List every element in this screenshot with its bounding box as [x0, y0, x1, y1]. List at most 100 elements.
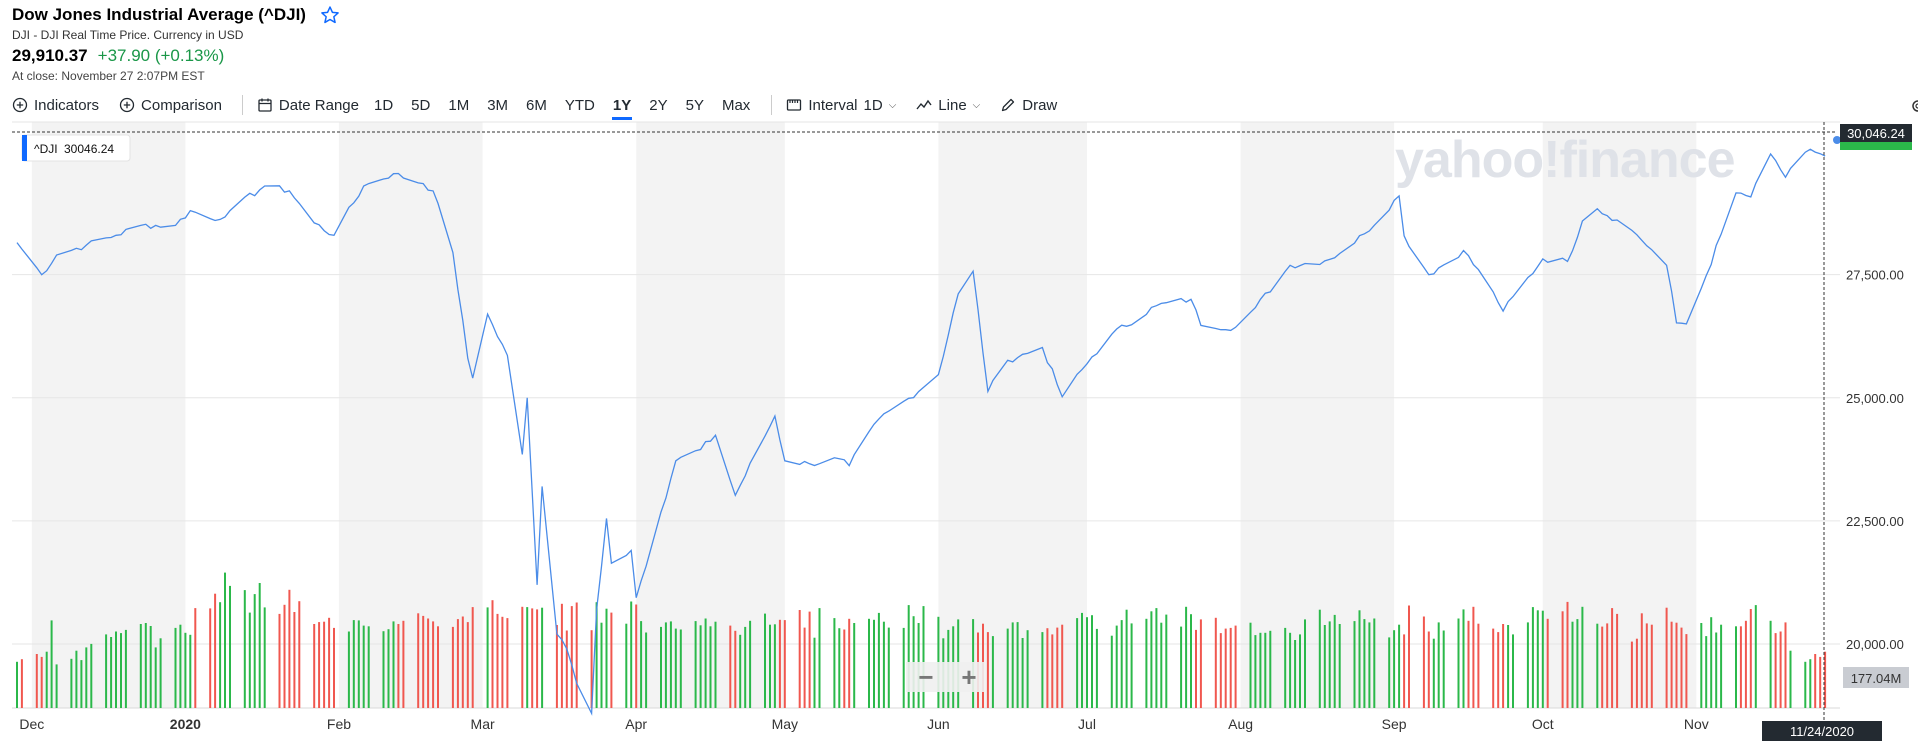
volume-bar: [154, 647, 157, 708]
yahoo-finance-watermark: yahoo!finance: [1395, 131, 1735, 189]
range-6m[interactable]: 6M: [526, 96, 547, 114]
quote-subtitle: DJI - DJI Real Time Price. Currency in U…: [12, 28, 244, 42]
volume-bar: [402, 620, 405, 708]
volume-bar: [1304, 619, 1306, 708]
volume-bar: [1358, 610, 1361, 708]
volume-bar: [1640, 613, 1643, 708]
zoom-in-button[interactable]: +: [961, 662, 976, 692]
draw-label: Draw: [1022, 96, 1058, 114]
volume-bar: [744, 626, 747, 708]
star-icon[interactable]: [320, 5, 340, 25]
volume-bar: [50, 620, 53, 708]
volume-bar: [1160, 622, 1163, 708]
volume-bar: [75, 650, 78, 708]
volume-bar: [704, 618, 707, 708]
volume-bar: [664, 622, 667, 708]
volume-bar: [486, 607, 489, 708]
gear-icon[interactable]: [1908, 97, 1918, 115]
x-tick-label: Mar: [471, 716, 495, 732]
volume-bar: [1368, 622, 1371, 708]
range-1y[interactable]: 1Y: [604, 97, 640, 120]
volume-bar: [1526, 622, 1529, 708]
volume-bar: [1531, 607, 1534, 708]
volume-bar: [991, 636, 994, 708]
volume-bar: [159, 638, 162, 708]
range-ytd[interactable]: YTD: [564, 96, 595, 114]
range-5y[interactable]: 5Y: [685, 96, 704, 114]
volume-bar: [1789, 650, 1792, 708]
x-tick-label: Sep: [1382, 716, 1407, 732]
volume-bar: [1779, 631, 1782, 708]
volume-bar: [660, 626, 662, 708]
zoom-out-button[interactable]: −: [918, 662, 933, 692]
volume-bar: [139, 624, 142, 708]
volume-bar: [1824, 651, 1827, 708]
volume-bar: [437, 626, 439, 708]
draw-button[interactable]: Draw: [1000, 97, 1057, 114]
volume-bar: [382, 631, 385, 708]
comparison-button[interactable]: Comparison: [119, 97, 222, 114]
volume-bar: [124, 629, 127, 708]
volume-bar: [1318, 609, 1321, 708]
volume-bar: [451, 626, 454, 708]
volume-bar: [1120, 620, 1123, 708]
volume-bar: [1323, 625, 1326, 708]
volume-bar: [105, 634, 108, 708]
volume-bar: [1046, 628, 1049, 708]
volume-bar: [45, 651, 48, 708]
volume-bar: [1185, 606, 1188, 708]
volume-bar: [427, 618, 430, 708]
volume-bar: [461, 616, 464, 708]
chart-type-button[interactable]: Line ⌵: [916, 97, 980, 114]
volume-bar: [1180, 626, 1183, 708]
volume-bar: [922, 606, 925, 708]
volume-bar: [1512, 634, 1514, 708]
volume-bar: [575, 602, 578, 708]
volume-bar: [1670, 621, 1673, 708]
volume-bar: [471, 607, 474, 708]
volume-bar: [293, 612, 296, 708]
volume-bar: [491, 600, 494, 708]
indicators-button[interactable]: Indicators: [12, 97, 99, 114]
volume-bar: [600, 622, 603, 708]
volume-bar: [778, 619, 781, 708]
volume-bar: [868, 618, 870, 708]
volume-bar: [764, 613, 766, 708]
range-5d[interactable]: 5D: [411, 96, 431, 114]
volume-bar: [1477, 623, 1480, 708]
volume-bar: [536, 609, 539, 708]
volume-bar: [1393, 630, 1396, 708]
range-3m[interactable]: 3M: [487, 96, 509, 114]
volume-bar: [288, 589, 291, 708]
volume-label: 177.04M: [1851, 671, 1902, 686]
volume-bar: [224, 572, 226, 708]
volume-bar: [877, 612, 880, 708]
range-1m[interactable]: 1M: [448, 96, 470, 114]
range-2y[interactable]: 2Y: [649, 96, 668, 114]
volume-bar: [635, 604, 638, 708]
volume-bar: [526, 607, 529, 708]
range-1d[interactable]: 1D: [373, 96, 394, 114]
volume-bar: [803, 627, 806, 708]
tooltip-symbol: ^DJI: [34, 142, 58, 156]
volume-bar: [174, 627, 177, 708]
volume-bar: [90, 643, 93, 708]
volume-bar: [679, 629, 682, 708]
range-max[interactable]: Max: [721, 96, 751, 114]
volume-bar: [1749, 609, 1752, 708]
volume-bar: [432, 621, 435, 708]
volume-bar: [1462, 609, 1465, 708]
volume-bar: [848, 618, 851, 708]
volume-bar: [734, 630, 737, 708]
volume-bar: [729, 625, 732, 708]
volume-bar: [1502, 624, 1505, 708]
interval-button[interactable]: Interval 1D ⌵: [786, 97, 896, 114]
volume-bar: [1328, 621, 1331, 708]
volume-bar: [1388, 637, 1391, 708]
toolbar-divider: [771, 95, 773, 115]
date-range-button[interactable]: Date Range: [257, 97, 359, 114]
quote-header: Dow Jones Industrial Average (^DJI) DJI …: [12, 2, 340, 83]
volume-bar: [1234, 625, 1237, 708]
volume-bar: [40, 656, 43, 708]
